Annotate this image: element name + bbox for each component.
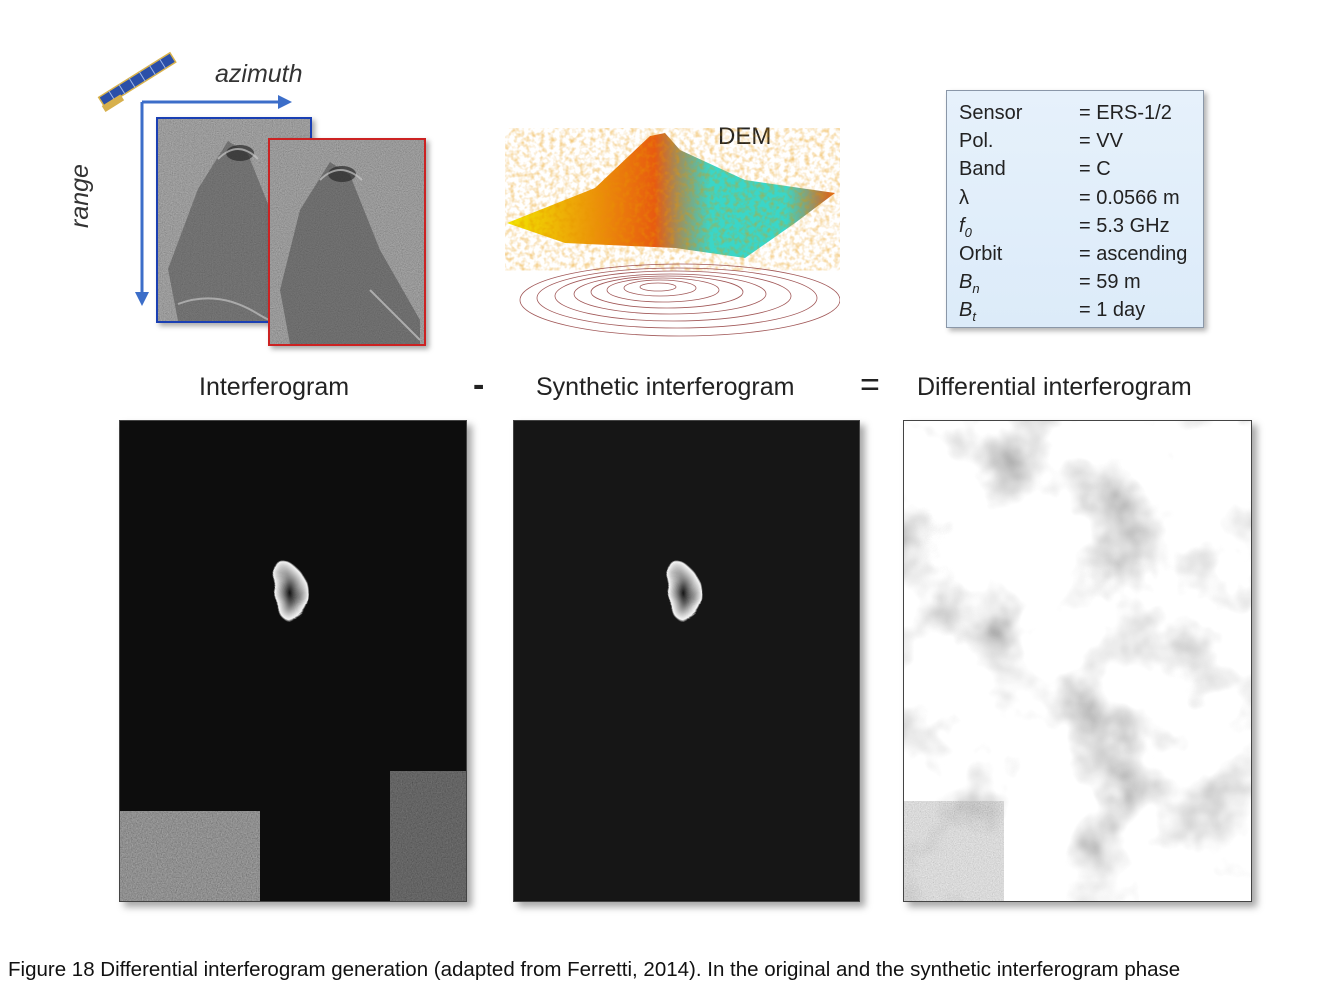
param-value: = VV — [1079, 130, 1123, 153]
param-row: Sensor = ERS-1/2 — [959, 99, 1203, 127]
range-arrow-icon — [135, 102, 149, 306]
param-value: = 1 day — [1079, 299, 1146, 322]
azimuth-label: azimuth — [215, 60, 303, 88]
range-label: range — [66, 164, 94, 228]
equals-sign: = — [860, 366, 880, 404]
axis-arrows — [135, 95, 292, 306]
param-value: = 5.3 GHz — [1079, 214, 1170, 237]
sar-image-slave — [268, 138, 426, 346]
param-row: Bn = 59 m — [959, 268, 1203, 296]
sensor-parameters-box: Sensor = ERS-1/2 Pol. = VV Band = C λ = 0.0566 … — [946, 90, 1204, 328]
interferogram-label: Interferogram — [199, 373, 350, 401]
azimuth-arrow-icon — [142, 95, 292, 109]
figure-caption: Figure 18 Differential interferogram gen… — [8, 958, 1181, 981]
param-row: f0 = 5.3 GHz — [959, 212, 1203, 240]
param-value: = ERS-1/2 — [1079, 102, 1172, 124]
satellite-icon — [97, 51, 177, 112]
param-name: Bt — [959, 299, 976, 325]
param-row: Orbit = ascending — [959, 240, 1203, 268]
param-value: = ascending — [1079, 242, 1188, 265]
synthetic-interferogram-panel — [513, 420, 860, 902]
param-value: = 59 m — [1079, 271, 1141, 294]
param-name: Sensor — [959, 102, 1023, 124]
dem-label: DEM — [718, 123, 772, 150]
param-row: Band = C — [959, 155, 1203, 183]
param-name: Band — [959, 158, 1006, 181]
minus-sign: - — [473, 366, 485, 404]
param-value: = 0.0566 m — [1079, 186, 1180, 209]
param-name: Orbit — [959, 242, 1003, 265]
dem-surface — [507, 133, 840, 337]
param-name: Pol. — [959, 130, 994, 153]
param-row: Pol. = VV — [959, 127, 1203, 155]
param-name: f0 — [959, 214, 972, 240]
param-row: λ = 0.0566 m — [959, 184, 1203, 212]
param-name: λ — [959, 186, 969, 209]
synthetic-interferogram-label: Synthetic interferogram — [536, 373, 795, 401]
param-value: = C — [1079, 158, 1111, 181]
param-name: Bn — [959, 271, 980, 297]
param-row: Bt = 1 day — [959, 296, 1203, 324]
differential-interferogram-label: Differential interferogram — [917, 373, 1192, 401]
interferogram-panel — [119, 420, 467, 902]
differential-interferogram-panel — [903, 420, 1252, 902]
